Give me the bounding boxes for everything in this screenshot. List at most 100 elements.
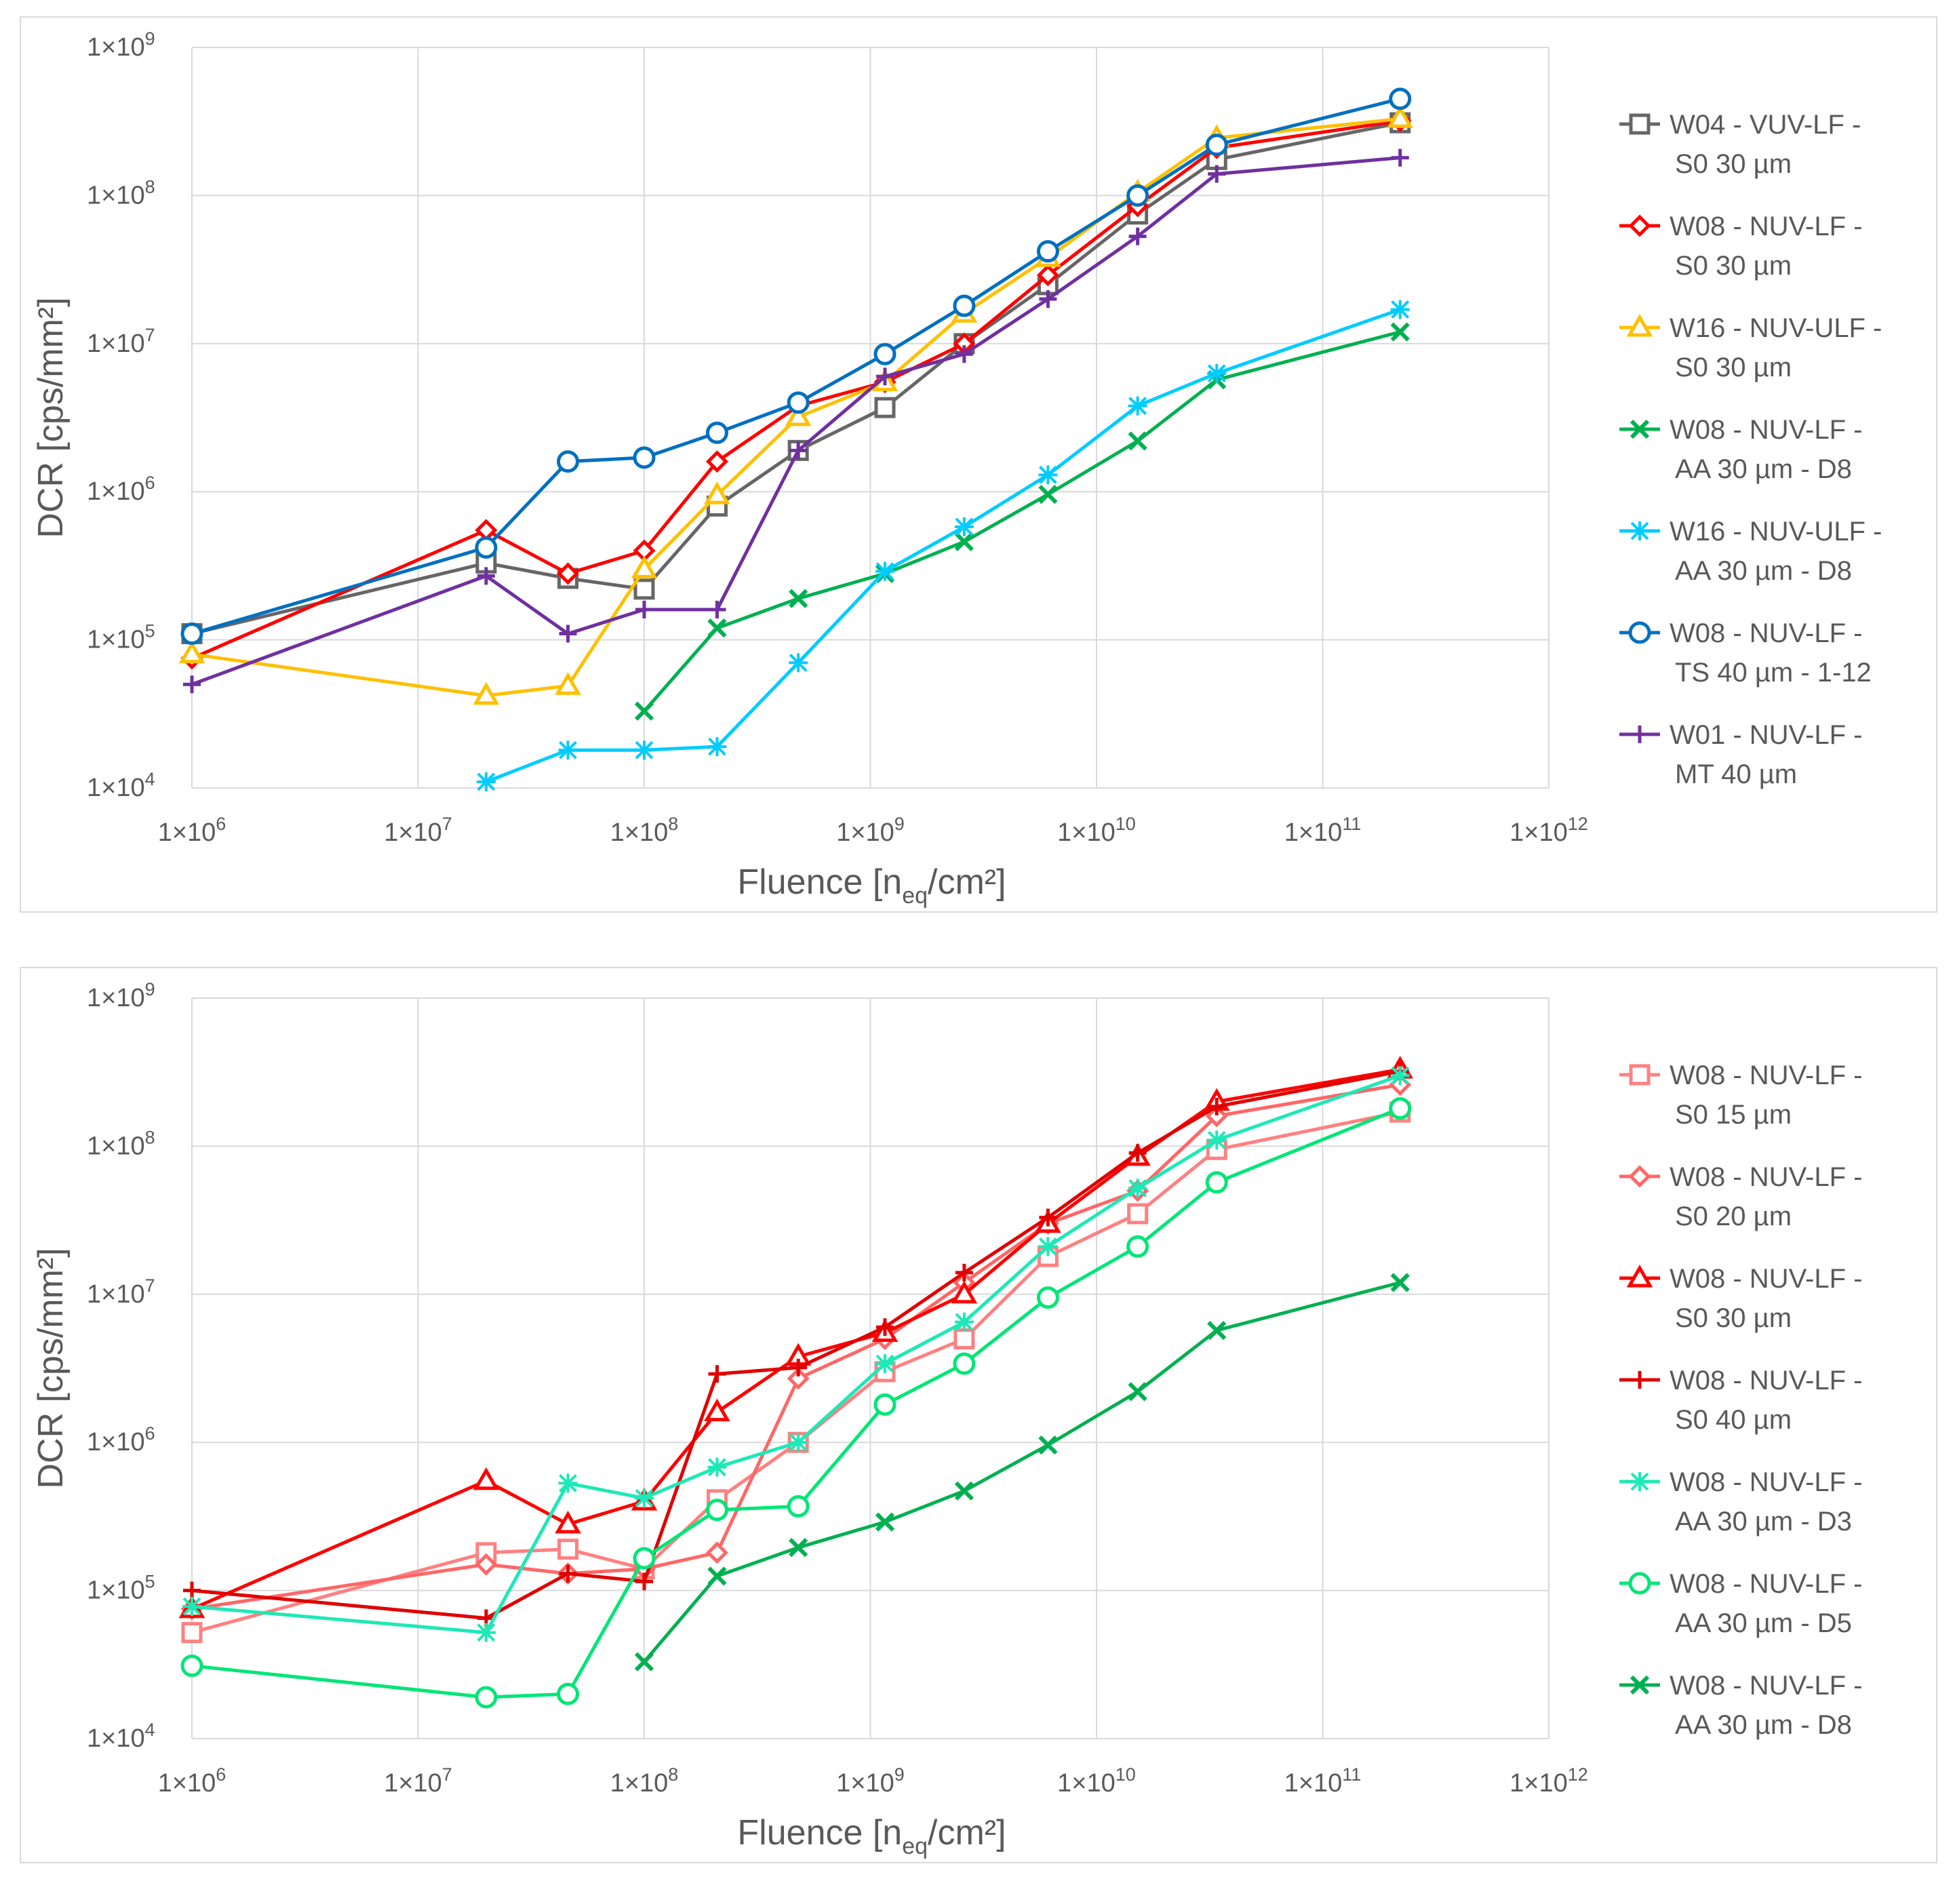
legend-marker: [1630, 419, 1650, 439]
data-point-diamond: [1036, 264, 1059, 287]
legend-label: W08 - NUV-LF -: [1670, 1264, 1862, 1294]
legend-label: W08 - NUV-LF -: [1670, 1366, 1862, 1395]
chart-top: 1×106 1×107 1×108 1×109 1×1010 1×1011 1×10121×…: [20, 16, 1937, 913]
legend-marker: [1626, 1264, 1653, 1288]
data-point-circle: [953, 294, 976, 317]
data-point-circle: [1126, 184, 1149, 207]
data-point-plus: [635, 1572, 653, 1591]
legend-label: W16 - NUV-ULF -: [1670, 517, 1882, 547]
data-point-circle: [475, 536, 498, 559]
y-tick-label: 1×107: [87, 1275, 155, 1309]
legend-marker: [1631, 726, 1649, 743]
data-point-triangle: [178, 640, 205, 664]
data-point-triangle: [1387, 105, 1414, 128]
data-point-circle: [557, 450, 580, 473]
legend-item: W08 - NUV-LF - S0 20 µm: [1619, 1162, 1862, 1231]
legend-label: AA 30 µm - D8: [1675, 1710, 1852, 1740]
data-point-asterisk: [182, 1597, 201, 1617]
legend-item: W01 - NUV-LF - MT 40 µm: [1619, 720, 1862, 789]
data-point-plus: [876, 1318, 894, 1336]
data-point-asterisk: [1128, 1178, 1147, 1198]
legend-item: W08 - NUV-LF - AA 30 µm - D8: [1619, 415, 1862, 484]
data-point-asterisk: [707, 737, 727, 757]
series-w01-nuv-lf-mt-40-m: [183, 148, 1409, 694]
legend-label: W08 - NUV-LF -: [1670, 1467, 1862, 1497]
data-point-triangle: [704, 1398, 730, 1422]
legend-marker: [1628, 1572, 1651, 1595]
series-w08-nuv-lf-aa-30-m-d5: [180, 1097, 1412, 1709]
data-point-asterisk: [1038, 465, 1058, 485]
y-tick-label: 1×106: [87, 473, 155, 506]
y-tick-label: 1×104: [87, 1720, 155, 1753]
y-tick-label: 1×108: [87, 1127, 155, 1160]
data-point-circle: [1205, 134, 1228, 157]
data-point-plus: [559, 624, 577, 643]
data-point-asterisk: [476, 1623, 496, 1642]
data-point-circle: [1389, 87, 1412, 111]
legend-label: S0 40 µm: [1675, 1405, 1792, 1435]
data-point-triangle: [473, 681, 500, 705]
legend: W04 - VUV-LF - S0 30 µm W08 - NUV-LF - S0 3…: [1619, 110, 1882, 789]
data-point-asterisk: [1390, 300, 1410, 319]
data-point-circle: [705, 1499, 728, 1522]
x-axis-title: Fluence [neq/cm²]: [737, 1813, 1006, 1859]
data-point-diamond: [705, 450, 728, 473]
x-axis-title: Fluence [neq/cm²]: [737, 862, 1006, 909]
legend-label: W08 - NUV-LF -: [1670, 618, 1862, 648]
legend-item: W16 - NUV-ULF - AA 30 µm - D8: [1619, 517, 1882, 586]
data-point-plus: [789, 441, 808, 460]
data-point-circle: [705, 421, 728, 444]
series-w16-nuv-ulf-aa-30-m-d8: [476, 300, 1410, 791]
y-tick-label: 1×106: [87, 1423, 155, 1456]
data-point-asterisk: [789, 653, 808, 673]
data-point-asterisk: [954, 1312, 974, 1332]
data-point-x: [954, 1481, 974, 1501]
legend-item: W08 - NUV-LF - AA 30 µm - D8: [1619, 1671, 1862, 1740]
series-line: [191, 1069, 1401, 1620]
y-axis-title: DCR [cps/mm²]: [31, 1248, 71, 1488]
data-point-square: [633, 578, 655, 600]
series-line: [191, 1107, 1401, 1699]
data-point-circle: [787, 1495, 810, 1518]
data-point-asterisk: [954, 517, 974, 536]
series-line: [191, 97, 1401, 635]
data-point-triangle: [631, 555, 658, 578]
y-tick-label: 1×104: [87, 769, 155, 802]
x-tick-label: 1×107: [384, 814, 452, 847]
data-point-triangle: [473, 1467, 500, 1490]
legend-marker: [1628, 214, 1651, 237]
data-point-asterisk: [1038, 1237, 1058, 1256]
legend-item: W08 - NUV-LF - TS 40 µm - 1-12: [1619, 618, 1872, 688]
data-point-asterisk: [707, 1457, 727, 1477]
data-point-circle: [1389, 1097, 1412, 1120]
legend-marker: [1629, 113, 1651, 135]
data-point-plus: [955, 345, 973, 363]
data-point-plus: [1128, 227, 1147, 245]
series-w08-nuv-lf-aa-30-m-d8: [634, 322, 1410, 721]
legend-marker: [1630, 1472, 1649, 1491]
series-line: [191, 1110, 1401, 1635]
chart-panel-top: 1×106 1×107 1×108 1×109 1×1010 1×1011 1×1012 1×…: [0, 0, 1953, 950]
data-point-x: [1128, 1382, 1147, 1402]
data-point-asterisk: [1207, 1130, 1227, 1150]
series-w08-nuv-lf-aa-30-m-d8: [634, 1273, 1410, 1671]
legend-label: W16 - NUV-ULF -: [1670, 313, 1882, 343]
data-point-circle: [633, 446, 656, 469]
data-point-triangle: [555, 672, 581, 695]
data-point-plus: [1039, 290, 1057, 309]
x-tick-label: 1×109: [836, 1764, 905, 1798]
data-point-circle: [180, 1654, 203, 1678]
legend-label: AA 30 µm - D8: [1675, 454, 1852, 484]
data-point-circle: [1126, 1235, 1149, 1258]
legend-marker: [1631, 1371, 1649, 1389]
legend-label: TS 40 µm - 1-12: [1675, 658, 1872, 688]
data-point-asterisk: [875, 1354, 894, 1374]
legend-label: S0 30 µm: [1675, 251, 1792, 281]
legend-label: AA 30 µm - D8: [1675, 556, 1852, 586]
x-tick-label: 1×1012: [1510, 814, 1588, 847]
series-line: [191, 1073, 1401, 1635]
legend-marker: [1628, 621, 1651, 644]
data-point-plus: [955, 1263, 973, 1282]
x-tick-label: 1×106: [158, 1764, 226, 1798]
data-point-x: [789, 589, 808, 608]
